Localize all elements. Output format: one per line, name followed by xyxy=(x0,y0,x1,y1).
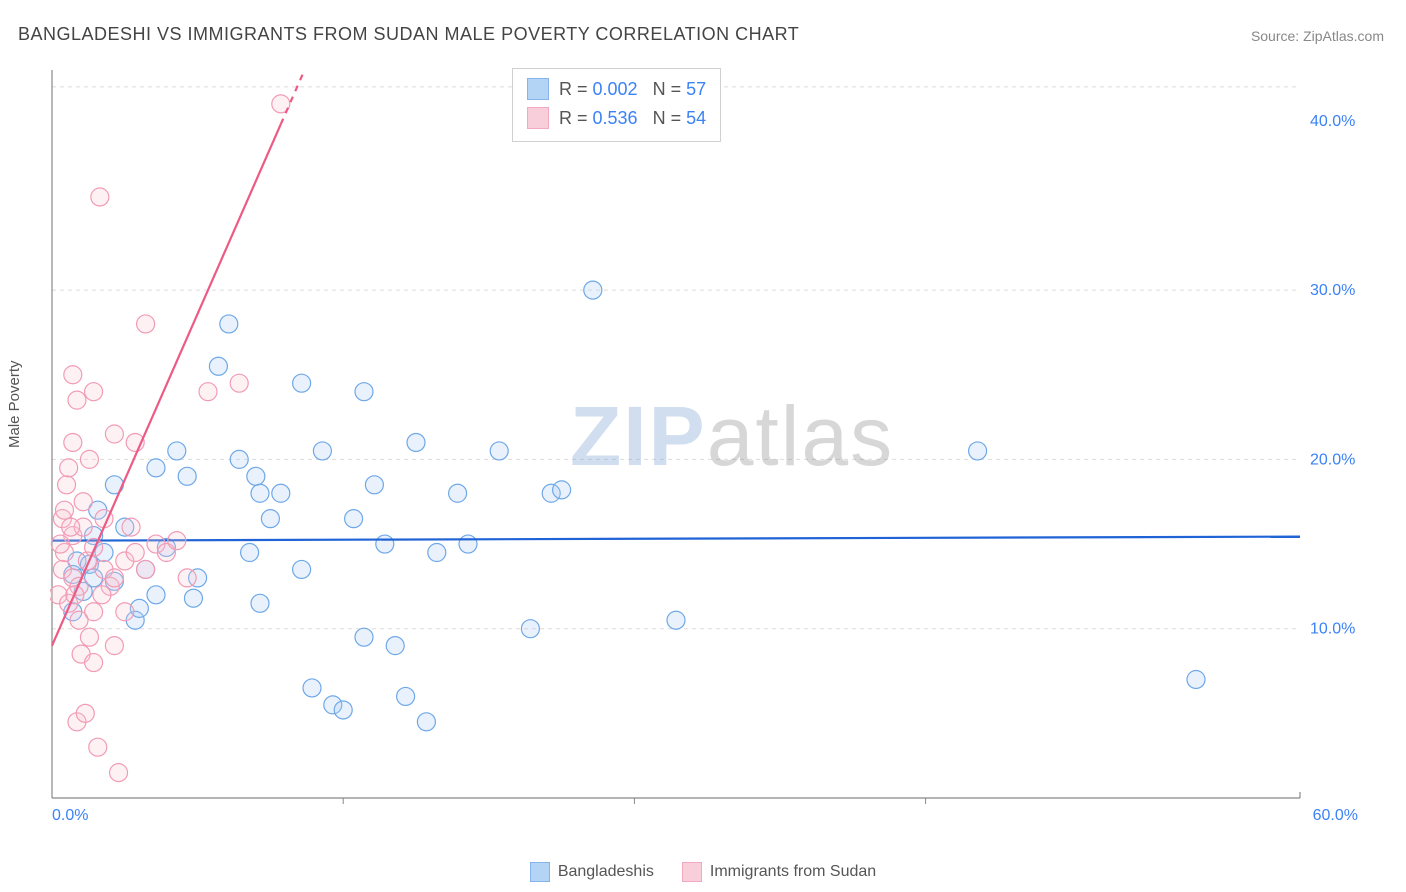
plot-area: 10.0% 20.0% 30.0% 40.0% 0.0% 60.0% R = 0.002 … xyxy=(50,68,1370,828)
svg-text:10.0%: 10.0% xyxy=(1310,621,1355,638)
scatter-chart-svg: 10.0% 20.0% 30.0% 40.0% 0.0% 60.0% xyxy=(50,68,1370,828)
chart-title: BANGLADESHI VS IMMIGRANTS FROM SUDAN MAL… xyxy=(18,24,799,45)
y-axis-label: Male Poverty xyxy=(6,360,23,448)
legend: Bangladeshis Immigrants from Sudan xyxy=(0,862,1406,882)
legend-label-sudan: Immigrants from Sudan xyxy=(710,863,876,881)
legend-swatch-bangladeshis xyxy=(530,862,550,882)
legend-item-bangladeshis: Bangladeshis xyxy=(530,862,654,882)
source-prefix: Source: xyxy=(1251,28,1303,44)
source-link[interactable]: ZipAtlas.com xyxy=(1303,28,1384,44)
svg-text:60.0%: 60.0% xyxy=(1313,807,1358,824)
legend-item-sudan: Immigrants from Sudan xyxy=(682,862,876,882)
svg-text:40.0%: 40.0% xyxy=(1310,113,1355,130)
chart-container: BANGLADESHI VS IMMIGRANTS FROM SUDAN MAL… xyxy=(0,0,1406,892)
source-attribution: Source: ZipAtlas.com xyxy=(1251,28,1384,44)
stats-swatch-bangladeshis xyxy=(527,78,549,100)
legend-label-bangladeshis: Bangladeshis xyxy=(558,863,654,881)
stats-row-bangladeshis: R = 0.002 N = 57 xyxy=(527,75,706,104)
stats-row-sudan: R = 0.536 N = 54 xyxy=(527,104,706,133)
svg-text:20.0%: 20.0% xyxy=(1310,451,1355,468)
correlation-stats-box: R = 0.002 N = 57R = 0.536 N = 54 xyxy=(512,68,721,142)
stats-swatch-sudan xyxy=(527,107,549,129)
legend-swatch-sudan xyxy=(682,862,702,882)
svg-text:0.0%: 0.0% xyxy=(52,807,88,824)
svg-text:30.0%: 30.0% xyxy=(1310,282,1355,299)
